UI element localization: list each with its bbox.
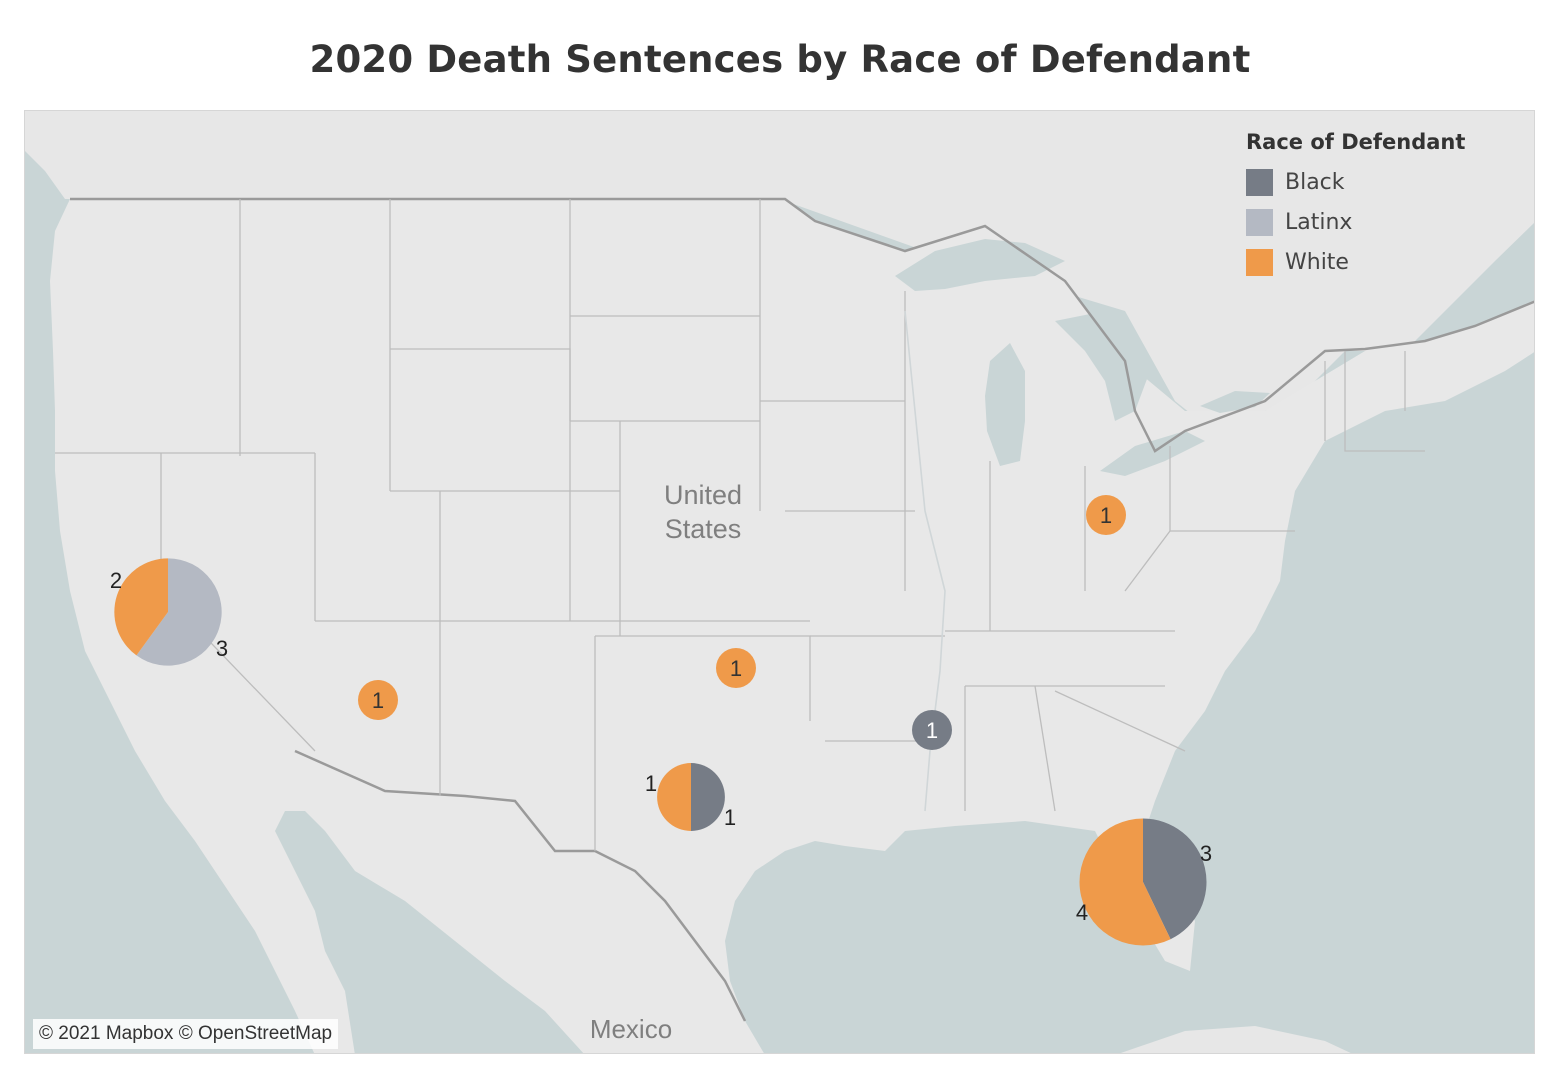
pie-marker-arizona[interactable]: 1	[358, 680, 398, 720]
pie-value-label: 1	[926, 718, 938, 743]
pie-slice-white	[1086, 495, 1126, 535]
pie-value-label: 3	[216, 636, 228, 661]
lake-erie	[1100, 431, 1205, 476]
pie-value-label: 1	[1100, 503, 1112, 528]
cuba-land	[1120, 1026, 1351, 1053]
legend-swatch-latinx	[1246, 208, 1273, 236]
lake-ontario	[1200, 391, 1270, 413]
pie-value-label: 3	[1200, 841, 1212, 866]
lake-huron	[1055, 311, 1150, 421]
us-land	[50, 199, 1534, 1053]
pie-value-label: 4	[1076, 900, 1088, 925]
pie-marker-california[interactable]: 23	[110, 558, 228, 666]
pie-slice-white	[657, 763, 691, 831]
pie-marker-ohio[interactable]: 1	[1086, 495, 1126, 535]
pie-slice-white	[358, 680, 398, 720]
pie-slice-white	[1079, 818, 1171, 946]
pie-slice-black	[691, 763, 725, 831]
pie-value-label: 1	[372, 688, 384, 713]
chart-title: 2020 Death Sentences by Race of Defendan…	[309, 38, 1251, 81]
country-label-us-2: States	[665, 514, 742, 544]
pie-slice-latinx	[136, 558, 222, 666]
legend-item-black[interactable]: Black	[1246, 162, 1476, 202]
pie-marker-florida[interactable]: 43	[1076, 818, 1212, 946]
pie-slice-black	[1143, 818, 1207, 940]
canada-border	[70, 197, 1534, 453]
legend-item-latinx[interactable]: Latinx	[1246, 202, 1476, 242]
legend: Race of Defendant Black Latinx White	[1246, 130, 1476, 282]
legend-label-latinx: Latinx	[1285, 209, 1353, 235]
pie-marker-oklahoma[interactable]: 1	[716, 648, 756, 688]
pie-slice-white	[716, 648, 756, 688]
pie-slice-black	[912, 710, 952, 750]
legend-label-black: Black	[1285, 169, 1345, 195]
river-mississippi	[904, 310, 946, 812]
legend-label-white: White	[1285, 249, 1349, 275]
map-attribution[interactable]: © 2021 Mapbox © OpenStreetMap	[33, 1019, 339, 1049]
legend-title: Race of Defendant	[1246, 130, 1466, 154]
pie-value-label: 1	[645, 771, 657, 796]
pie-value-label: 1	[724, 805, 736, 830]
pie-value-label: 1	[730, 656, 742, 681]
legend-swatch-white	[1246, 248, 1273, 276]
state-borders	[55, 199, 1425, 851]
pie-marker-mississippi[interactable]: 1	[912, 710, 952, 750]
country-label-mexico: Mexico	[590, 1014, 672, 1044]
pie-value-label: 2	[110, 568, 122, 593]
pie-marker-texas[interactable]: 11	[645, 763, 736, 831]
pie-slice-white	[114, 558, 168, 656]
country-label-us-1: United	[664, 480, 742, 510]
legend-item-white[interactable]: White	[1246, 242, 1476, 282]
lake-michigan	[985, 343, 1025, 466]
canada-land	[25, 111, 1534, 441]
legend-swatch-black	[1246, 168, 1273, 196]
